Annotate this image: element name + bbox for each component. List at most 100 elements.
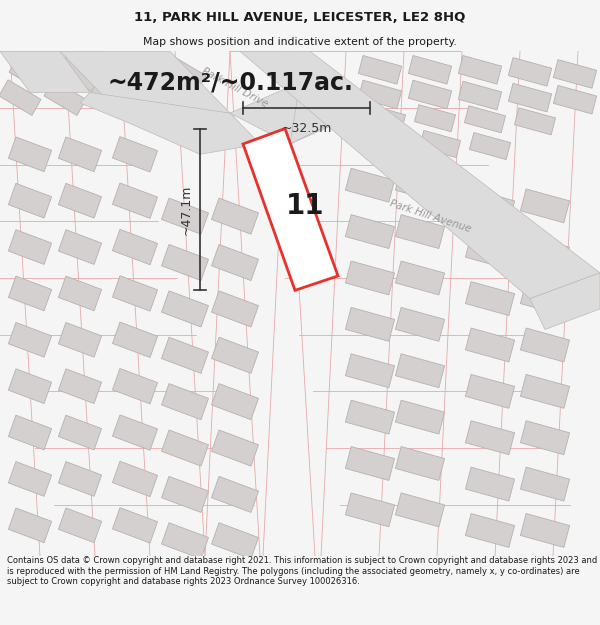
Polygon shape	[8, 415, 52, 450]
Polygon shape	[58, 462, 101, 496]
Polygon shape	[520, 328, 569, 362]
Polygon shape	[161, 338, 208, 373]
Text: Park Hill Drive: Park Hill Drive	[200, 66, 270, 109]
Polygon shape	[8, 276, 52, 311]
Polygon shape	[530, 273, 600, 329]
Polygon shape	[114, 56, 156, 92]
Polygon shape	[346, 261, 395, 295]
Polygon shape	[112, 137, 158, 172]
Polygon shape	[112, 229, 158, 265]
Polygon shape	[230, 82, 360, 144]
Polygon shape	[44, 80, 86, 116]
Polygon shape	[164, 56, 206, 92]
Polygon shape	[243, 129, 338, 291]
Text: ~472m²/~0.117ac.: ~472m²/~0.117ac.	[107, 70, 353, 94]
Polygon shape	[466, 467, 515, 501]
Polygon shape	[364, 105, 406, 132]
Polygon shape	[395, 214, 445, 249]
Polygon shape	[458, 81, 502, 110]
Polygon shape	[409, 56, 452, 84]
Polygon shape	[212, 522, 259, 559]
Polygon shape	[469, 132, 511, 159]
Polygon shape	[8, 137, 52, 172]
Polygon shape	[161, 291, 208, 327]
Polygon shape	[346, 168, 395, 202]
Polygon shape	[520, 514, 569, 548]
Polygon shape	[358, 56, 401, 84]
Polygon shape	[240, 51, 600, 299]
Polygon shape	[358, 80, 401, 109]
Polygon shape	[112, 415, 158, 450]
Polygon shape	[8, 508, 52, 542]
Text: 11: 11	[286, 192, 324, 220]
Polygon shape	[212, 291, 259, 327]
Text: Map shows position and indicative extent of the property.: Map shows position and indicative extent…	[143, 37, 457, 47]
Polygon shape	[89, 80, 131, 116]
Polygon shape	[395, 446, 445, 481]
Polygon shape	[112, 461, 158, 497]
Polygon shape	[520, 374, 569, 408]
Polygon shape	[520, 467, 569, 501]
Polygon shape	[161, 476, 208, 512]
Polygon shape	[466, 421, 515, 454]
Polygon shape	[58, 415, 101, 450]
Polygon shape	[8, 183, 52, 218]
Polygon shape	[58, 183, 101, 218]
Polygon shape	[9, 56, 51, 92]
Polygon shape	[395, 261, 445, 295]
Polygon shape	[346, 354, 395, 388]
Polygon shape	[395, 400, 445, 434]
Polygon shape	[466, 189, 515, 222]
Polygon shape	[346, 493, 395, 527]
Polygon shape	[520, 235, 569, 269]
Polygon shape	[58, 322, 101, 357]
Polygon shape	[112, 369, 158, 404]
Polygon shape	[212, 476, 259, 512]
Polygon shape	[419, 131, 461, 158]
Polygon shape	[508, 58, 551, 86]
Polygon shape	[553, 86, 596, 114]
Polygon shape	[8, 322, 52, 357]
Polygon shape	[370, 128, 410, 156]
Polygon shape	[466, 282, 515, 316]
Polygon shape	[212, 384, 259, 420]
Polygon shape	[346, 308, 395, 341]
Polygon shape	[58, 137, 101, 172]
Polygon shape	[520, 282, 569, 316]
Polygon shape	[112, 508, 158, 543]
Text: ~47.1m: ~47.1m	[179, 184, 193, 234]
Polygon shape	[58, 276, 101, 311]
Polygon shape	[458, 56, 502, 84]
Polygon shape	[60, 51, 230, 113]
Polygon shape	[58, 230, 101, 264]
Polygon shape	[112, 322, 158, 357]
Polygon shape	[58, 508, 101, 542]
Polygon shape	[395, 168, 445, 202]
Polygon shape	[134, 83, 176, 119]
Polygon shape	[464, 106, 506, 132]
Text: Park Hill Avenue: Park Hill Avenue	[388, 198, 472, 234]
Polygon shape	[161, 244, 208, 281]
Polygon shape	[514, 107, 556, 135]
Polygon shape	[466, 328, 515, 362]
Polygon shape	[466, 374, 515, 408]
Polygon shape	[161, 384, 208, 420]
Polygon shape	[346, 400, 395, 434]
Polygon shape	[346, 446, 395, 481]
Text: ~32.5m: ~32.5m	[281, 122, 332, 136]
Polygon shape	[415, 105, 455, 132]
Polygon shape	[212, 338, 259, 373]
Polygon shape	[59, 56, 101, 92]
Polygon shape	[80, 92, 260, 154]
Polygon shape	[161, 430, 208, 466]
Polygon shape	[8, 230, 52, 264]
Text: 11, PARK HILL AVENUE, LEICESTER, LE2 8HQ: 11, PARK HILL AVENUE, LEICESTER, LE2 8HQ	[134, 11, 466, 24]
Polygon shape	[395, 354, 445, 388]
Polygon shape	[346, 214, 395, 249]
Polygon shape	[0, 80, 41, 116]
Polygon shape	[409, 80, 452, 109]
Polygon shape	[520, 421, 569, 454]
Polygon shape	[212, 430, 259, 466]
Polygon shape	[466, 235, 515, 269]
Polygon shape	[161, 522, 208, 559]
